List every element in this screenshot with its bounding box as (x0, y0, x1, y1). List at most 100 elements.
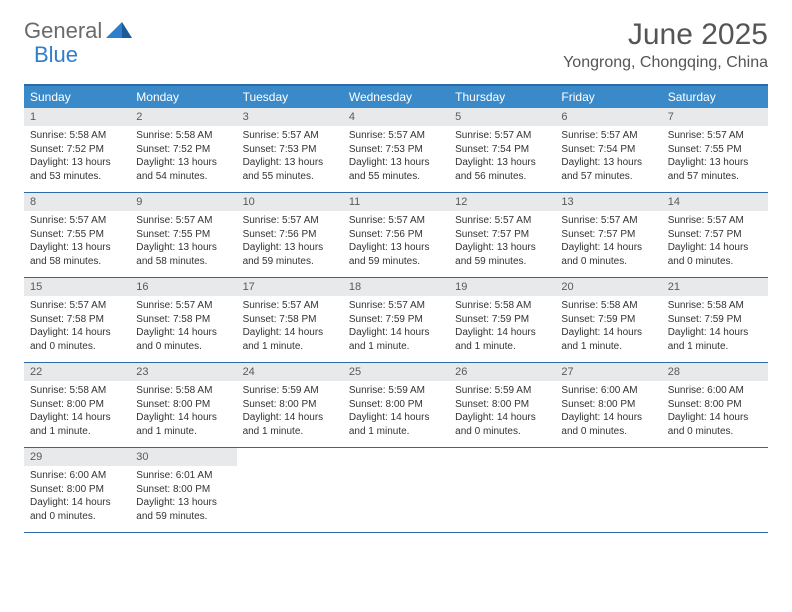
day-details: Sunrise: 5:57 AMSunset: 7:57 PMDaylight:… (555, 211, 661, 274)
day-cell: 15Sunrise: 5:57 AMSunset: 7:58 PMDayligh… (24, 278, 130, 362)
day-details: Sunrise: 5:57 AMSunset: 7:56 PMDaylight:… (343, 211, 449, 274)
day-number: 3 (237, 108, 343, 126)
day-details: Sunrise: 5:57 AMSunset: 7:57 PMDaylight:… (449, 211, 555, 274)
day-number: 23 (130, 363, 236, 381)
day-number: 7 (662, 108, 768, 126)
day-number: 1 (24, 108, 130, 126)
day-number: 10 (237, 193, 343, 211)
day-cell: 2Sunrise: 5:58 AMSunset: 7:52 PMDaylight… (130, 108, 236, 192)
day-cell: 28Sunrise: 6:00 AMSunset: 8:00 PMDayligh… (662, 363, 768, 447)
week-row: 29Sunrise: 6:00 AMSunset: 8:00 PMDayligh… (24, 448, 768, 533)
day-number: 13 (555, 193, 661, 211)
day-details: Sunrise: 5:58 AMSunset: 7:52 PMDaylight:… (130, 126, 236, 189)
location-text: Yongrong, Chongqing, China (563, 54, 768, 72)
day-number: 5 (449, 108, 555, 126)
day-details: Sunrise: 5:58 AMSunset: 7:52 PMDaylight:… (24, 126, 130, 189)
day-number: 27 (555, 363, 661, 381)
day-number: 2 (130, 108, 236, 126)
day-cell: 23Sunrise: 5:58 AMSunset: 8:00 PMDayligh… (130, 363, 236, 447)
day-number: 8 (24, 193, 130, 211)
day-cell (343, 448, 449, 532)
day-details: Sunrise: 5:57 AMSunset: 7:55 PMDaylight:… (24, 211, 130, 274)
day-details: Sunrise: 5:59 AMSunset: 8:00 PMDaylight:… (449, 381, 555, 444)
dow-header: Friday (555, 86, 661, 108)
day-number: 20 (555, 278, 661, 296)
day-number: 24 (237, 363, 343, 381)
day-cell: 5Sunrise: 5:57 AMSunset: 7:54 PMDaylight… (449, 108, 555, 192)
day-details: Sunrise: 5:58 AMSunset: 8:00 PMDaylight:… (24, 381, 130, 444)
day-cell (237, 448, 343, 532)
day-details: Sunrise: 5:57 AMSunset: 7:55 PMDaylight:… (662, 126, 768, 189)
day-details: Sunrise: 5:57 AMSunset: 7:58 PMDaylight:… (237, 296, 343, 359)
day-details: Sunrise: 5:57 AMSunset: 7:57 PMDaylight:… (662, 211, 768, 274)
day-cell: 11Sunrise: 5:57 AMSunset: 7:56 PMDayligh… (343, 193, 449, 277)
day-number: 21 (662, 278, 768, 296)
day-number: 18 (343, 278, 449, 296)
dow-header-row: SundayMondayTuesdayWednesdayThursdayFrid… (24, 86, 768, 108)
day-cell: 17Sunrise: 5:57 AMSunset: 7:58 PMDayligh… (237, 278, 343, 362)
day-cell: 7Sunrise: 5:57 AMSunset: 7:55 PMDaylight… (662, 108, 768, 192)
day-cell: 3Sunrise: 5:57 AMSunset: 7:53 PMDaylight… (237, 108, 343, 192)
day-cell: 30Sunrise: 6:01 AMSunset: 8:00 PMDayligh… (130, 448, 236, 532)
day-number: 29 (24, 448, 130, 466)
day-number: 12 (449, 193, 555, 211)
day-details: Sunrise: 6:01 AMSunset: 8:00 PMDaylight:… (130, 466, 236, 529)
day-details: Sunrise: 5:59 AMSunset: 8:00 PMDaylight:… (237, 381, 343, 444)
day-details: Sunrise: 5:57 AMSunset: 7:53 PMDaylight:… (237, 126, 343, 189)
logo-triangle-icon (106, 18, 132, 44)
day-details: Sunrise: 5:57 AMSunset: 7:54 PMDaylight:… (555, 126, 661, 189)
dow-header: Tuesday (237, 86, 343, 108)
day-details: Sunrise: 5:58 AMSunset: 7:59 PMDaylight:… (449, 296, 555, 359)
day-number: 26 (449, 363, 555, 381)
week-row: 1Sunrise: 5:58 AMSunset: 7:52 PMDaylight… (24, 108, 768, 193)
day-cell: 9Sunrise: 5:57 AMSunset: 7:55 PMDaylight… (130, 193, 236, 277)
day-number: 4 (343, 108, 449, 126)
day-number: 17 (237, 278, 343, 296)
day-details: Sunrise: 6:00 AMSunset: 8:00 PMDaylight:… (662, 381, 768, 444)
week-row: 15Sunrise: 5:57 AMSunset: 7:58 PMDayligh… (24, 278, 768, 363)
day-cell: 19Sunrise: 5:58 AMSunset: 7:59 PMDayligh… (449, 278, 555, 362)
week-row: 22Sunrise: 5:58 AMSunset: 8:00 PMDayligh… (24, 363, 768, 448)
month-title: June 2025 (563, 18, 768, 52)
day-cell: 4Sunrise: 5:57 AMSunset: 7:53 PMDaylight… (343, 108, 449, 192)
day-cell: 10Sunrise: 5:57 AMSunset: 7:56 PMDayligh… (237, 193, 343, 277)
day-details: Sunrise: 5:57 AMSunset: 7:56 PMDaylight:… (237, 211, 343, 274)
day-details: Sunrise: 5:57 AMSunset: 7:58 PMDaylight:… (130, 296, 236, 359)
day-cell: 25Sunrise: 5:59 AMSunset: 8:00 PMDayligh… (343, 363, 449, 447)
day-details: Sunrise: 5:57 AMSunset: 7:59 PMDaylight:… (343, 296, 449, 359)
day-cell (449, 448, 555, 532)
day-number: 9 (130, 193, 236, 211)
day-details: Sunrise: 5:59 AMSunset: 8:00 PMDaylight:… (343, 381, 449, 444)
dow-header: Thursday (449, 86, 555, 108)
day-details: Sunrise: 5:57 AMSunset: 7:55 PMDaylight:… (130, 211, 236, 274)
day-number: 19 (449, 278, 555, 296)
calendar: SundayMondayTuesdayWednesdayThursdayFrid… (24, 84, 768, 533)
logo-text-blue: Blue (34, 42, 78, 68)
day-cell: 22Sunrise: 5:58 AMSunset: 8:00 PMDayligh… (24, 363, 130, 447)
day-details: Sunrise: 5:57 AMSunset: 7:54 PMDaylight:… (449, 126, 555, 189)
day-details: Sunrise: 5:58 AMSunset: 8:00 PMDaylight:… (130, 381, 236, 444)
day-cell: 20Sunrise: 5:58 AMSunset: 7:59 PMDayligh… (555, 278, 661, 362)
dow-header: Wednesday (343, 86, 449, 108)
day-cell: 16Sunrise: 5:57 AMSunset: 7:58 PMDayligh… (130, 278, 236, 362)
logo: General (24, 18, 134, 44)
dow-header: Sunday (24, 86, 130, 108)
day-cell: 24Sunrise: 5:59 AMSunset: 8:00 PMDayligh… (237, 363, 343, 447)
day-cell: 26Sunrise: 5:59 AMSunset: 8:00 PMDayligh… (449, 363, 555, 447)
day-cell: 13Sunrise: 5:57 AMSunset: 7:57 PMDayligh… (555, 193, 661, 277)
title-block: June 2025 Yongrong, Chongqing, China (563, 18, 768, 72)
day-number: 25 (343, 363, 449, 381)
header: General June 2025 Yongrong, Chongqing, C… (0, 0, 792, 76)
day-details: Sunrise: 5:57 AMSunset: 7:53 PMDaylight:… (343, 126, 449, 189)
day-cell: 29Sunrise: 6:00 AMSunset: 8:00 PMDayligh… (24, 448, 130, 532)
day-number: 11 (343, 193, 449, 211)
day-details: Sunrise: 5:58 AMSunset: 7:59 PMDaylight:… (555, 296, 661, 359)
day-number: 16 (130, 278, 236, 296)
day-number: 14 (662, 193, 768, 211)
dow-header: Monday (130, 86, 236, 108)
day-cell: 12Sunrise: 5:57 AMSunset: 7:57 PMDayligh… (449, 193, 555, 277)
dow-header: Saturday (662, 86, 768, 108)
week-row: 8Sunrise: 5:57 AMSunset: 7:55 PMDaylight… (24, 193, 768, 278)
day-number: 30 (130, 448, 236, 466)
day-number: 28 (662, 363, 768, 381)
